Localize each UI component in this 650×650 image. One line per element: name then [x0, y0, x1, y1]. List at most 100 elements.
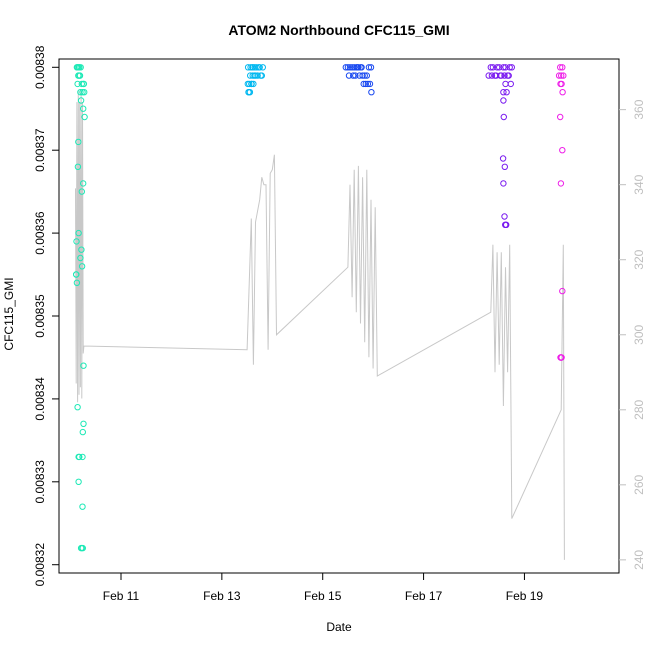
data-point [360, 80, 367, 88]
data-point [247, 64, 254, 71]
data-point [81, 89, 88, 96]
data-point [80, 180, 87, 187]
data-point [77, 89, 84, 96]
data-point [251, 64, 259, 71]
y2-line-layer [75, 90, 565, 560]
y-tick-label: 0.00836 [33, 211, 47, 255]
data-point [500, 89, 507, 96]
data-point [500, 64, 507, 71]
data-point [496, 64, 503, 71]
data-point [559, 287, 566, 295]
data-point [350, 72, 357, 79]
data-point [256, 64, 263, 71]
data-point [75, 138, 82, 146]
data-point [555, 72, 563, 79]
data-point [258, 72, 265, 79]
data-point [73, 271, 80, 278]
y-tick-label: 0.00835 [33, 294, 47, 338]
data-point [79, 453, 86, 461]
y2-tick-label: 320 [632, 249, 646, 269]
data-point [362, 80, 369, 88]
data-point [74, 163, 82, 171]
y2-tick-label: 300 [632, 324, 646, 344]
data-point [352, 72, 359, 79]
data-point [344, 64, 352, 71]
data-point [497, 72, 504, 79]
data-point [351, 64, 358, 71]
data-point [78, 188, 86, 195]
y-tick-label: 0.00834 [33, 377, 47, 421]
data-point [75, 478, 82, 485]
y-tick-label: 0.00837 [33, 128, 47, 172]
data-point [500, 180, 507, 187]
data-point [505, 72, 512, 79]
data-point [493, 64, 501, 71]
data-point [501, 72, 508, 79]
data-point [346, 64, 354, 71]
y-tick-label: 0.00833 [33, 460, 47, 504]
data-point [500, 113, 507, 121]
data-point [501, 213, 508, 220]
data-point [79, 503, 86, 510]
data-point [368, 89, 375, 96]
data-point [560, 72, 567, 79]
data-point [76, 72, 83, 79]
data-point [73, 279, 81, 286]
data-point [77, 254, 84, 262]
data-point [558, 72, 565, 79]
data-point [80, 362, 87, 369]
data-point [363, 72, 370, 79]
data-point [507, 80, 514, 88]
data-point [557, 354, 564, 361]
data-point [501, 163, 508, 171]
data-point [485, 72, 492, 79]
data-point [506, 64, 513, 71]
plot-frame [58, 58, 620, 574]
data-point [80, 420, 87, 427]
data-point [78, 246, 85, 253]
data-point [244, 64, 252, 71]
y-tick-label: 0.00838 [33, 45, 47, 89]
data-point [487, 64, 494, 71]
x-tick-label: Feb 11 [103, 589, 140, 603]
data-point [508, 64, 515, 71]
data-point [73, 238, 80, 245]
y-axis: 0.00832 0.00833 0.00834 0.00835 0.00836 0.008… [33, 45, 59, 586]
y-tick-label: 0.00832 [33, 543, 47, 587]
data-point [557, 113, 564, 121]
y2-series-line [75, 90, 565, 560]
x-tick-label: Feb 13 [203, 589, 241, 603]
data-point [345, 72, 353, 79]
y-axis-label: CFC115_GMI [2, 277, 16, 350]
y2-tick-label: 360 [632, 99, 646, 119]
data-point [359, 72, 366, 79]
data-point [557, 64, 564, 71]
data-point [78, 544, 86, 552]
x-tick-label: Feb 15 [304, 589, 342, 603]
data-point [559, 89, 566, 96]
y2-tick-label: 340 [632, 174, 646, 194]
data-point [354, 64, 361, 71]
x-tick-label: Feb 17 [405, 589, 443, 603]
data-point [356, 72, 363, 79]
data-point [557, 180, 565, 187]
data-point [559, 147, 566, 154]
data-point [365, 64, 373, 71]
data-point [249, 72, 256, 79]
y2-axis: 240 260 280 300 320 340 360 [619, 99, 646, 570]
data-point [364, 80, 372, 88]
y2-tick-label: 280 [632, 399, 646, 419]
data-point [499, 155, 507, 162]
data-point [366, 80, 374, 88]
x-axis: Feb 11 Feb 13 Feb 15 Feb 17 Feb 19 [103, 573, 544, 603]
data-point [80, 80, 88, 88]
data-point [79, 428, 87, 436]
data-point [502, 64, 509, 71]
data-point [559, 64, 566, 71]
x-tick-label: Feb 19 [506, 589, 544, 603]
data-point [77, 97, 85, 104]
data-point [80, 105, 87, 112]
data-point [342, 64, 349, 71]
data-point [76, 453, 83, 461]
